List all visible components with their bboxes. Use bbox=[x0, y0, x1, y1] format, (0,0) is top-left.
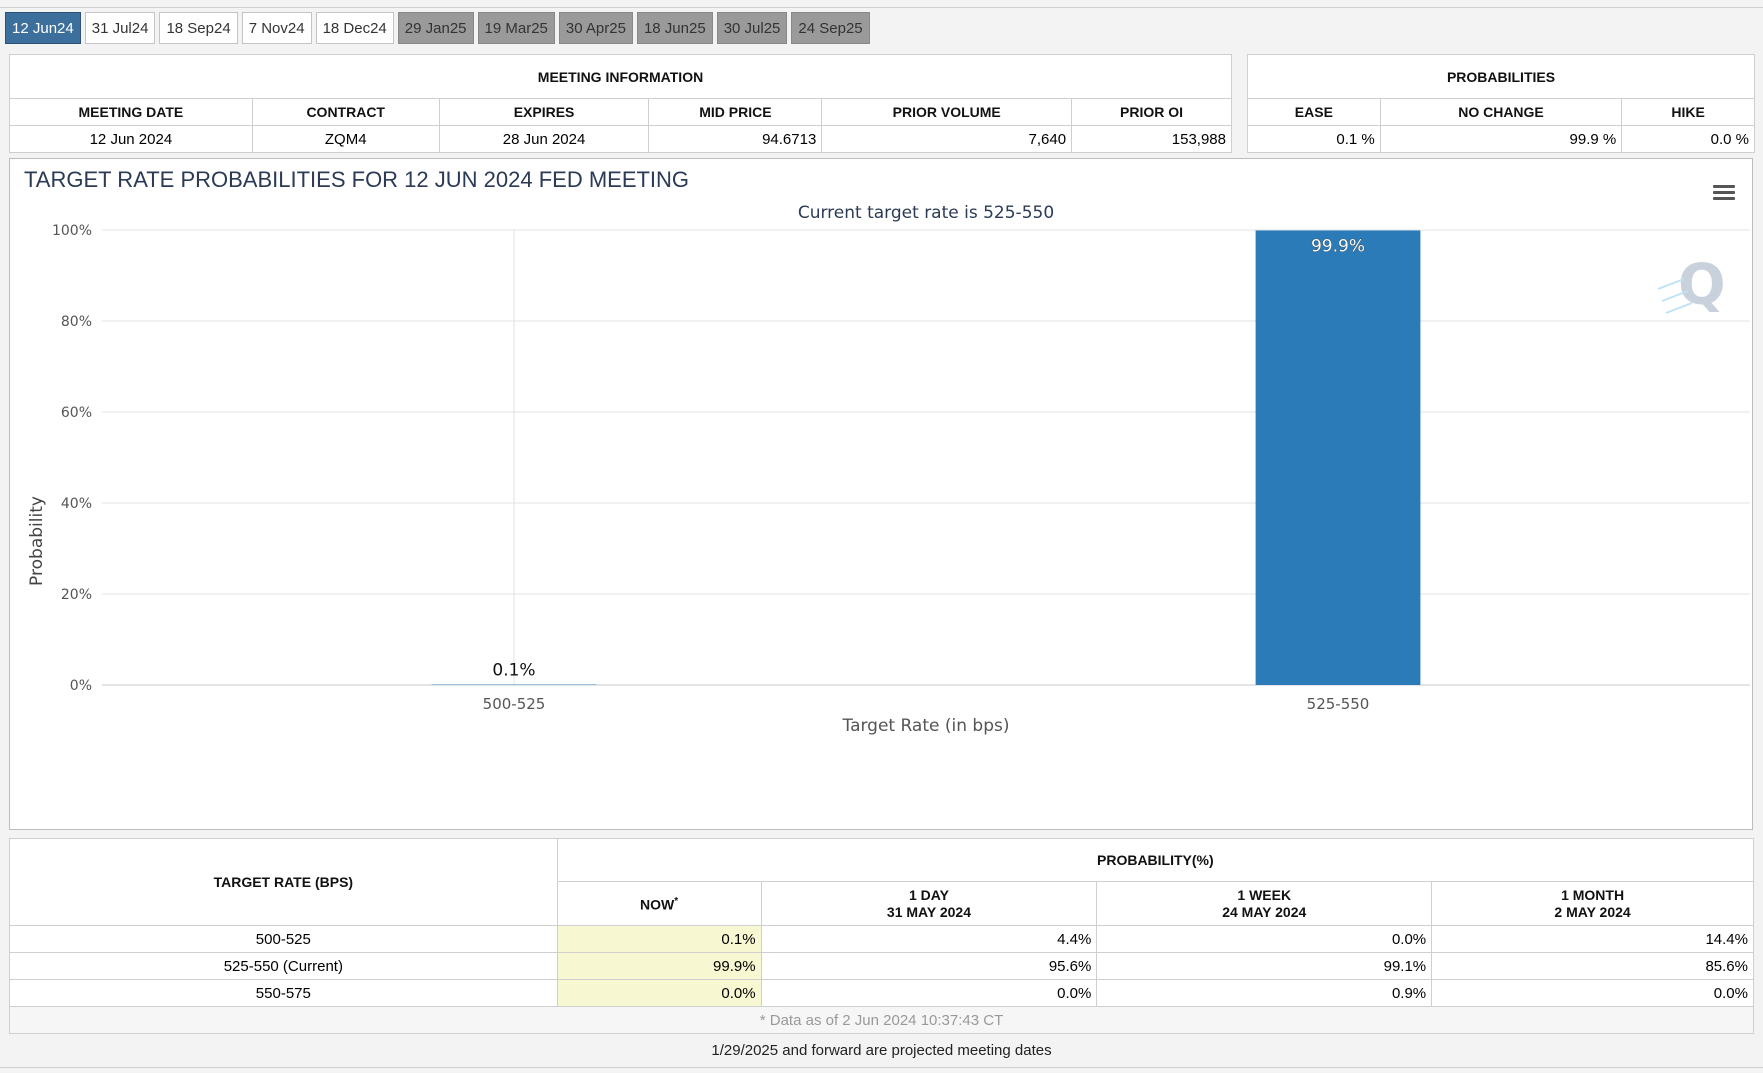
y-tick-label: 100% bbox=[52, 223, 92, 239]
data-timestamp-note: * Data as of 2 Jun 2024 10:37:43 CT bbox=[9, 1006, 1754, 1034]
table-row: 0.1 % 99.9 % 0.0 % bbox=[1247, 125, 1755, 153]
tab-meeting-date[interactable]: 30 Jul25 bbox=[716, 12, 788, 44]
chart-title: TARGET RATE PROBABILITIES FOR 12 JUN 202… bbox=[24, 167, 689, 192]
tab-meeting-date[interactable]: 31 Jul24 bbox=[84, 12, 156, 44]
y-axis-label: Probability bbox=[27, 496, 47, 586]
column-header-1-week: 1 WEEK 24 MAY 2024 bbox=[1096, 881, 1433, 926]
tab-meeting-date[interactable]: 7 Nov24 bbox=[241, 12, 312, 44]
data-label: 99.9% bbox=[1311, 236, 1365, 256]
probabilities-table: PROBABILITIES EASE NO CHANGE HIKE 0.1 % … bbox=[1247, 54, 1755, 153]
prior-oi-value: 153,988 bbox=[1071, 125, 1232, 153]
probability-cell: 14.4% bbox=[1431, 925, 1754, 953]
top-divider bbox=[0, 7, 1763, 8]
probability-cell: 95.6% bbox=[760, 952, 1098, 980]
probability-cell: 0.0% bbox=[1096, 925, 1433, 953]
target-rate-header: TARGET RATE (BPS) bbox=[9, 838, 558, 926]
projected-dates-note: 1/29/2025 and forward are projected meet… bbox=[711, 1042, 1052, 1059]
target-rate-cell: 550-575 bbox=[9, 979, 558, 1007]
column-header-1-day: 1 DAY 31 MAY 2024 bbox=[760, 881, 1098, 926]
target-rate-probability-table: TARGET RATE (BPS) PROBABILITY(%) NOW* 1 … bbox=[9, 838, 1755, 1034]
plot-area: 0% 20% 40% 60% 80% 100% 0.1% 500-525 99.9% 525-55… bbox=[52, 223, 1750, 713]
watermark-text: Q bbox=[1678, 253, 1726, 318]
probability-cell: 0.0% bbox=[1431, 979, 1754, 1007]
contract-value: ZQM4 bbox=[251, 125, 440, 153]
table-row: 550-575 0.0% 0.0% 0.9% 0.0% bbox=[9, 979, 1754, 1007]
column-header: CONTRACT bbox=[251, 98, 440, 126]
tab-meeting-date[interactable]: 29 Jan25 bbox=[397, 12, 474, 44]
x-tick-label: 500-525 bbox=[483, 695, 546, 713]
probability-cell: 99.9% bbox=[556, 952, 762, 980]
table-row: 12 Jun 2024 ZQM4 28 Jun 2024 94.6713 7,6… bbox=[9, 125, 1232, 153]
tab-meeting-date[interactable]: 18 Jun25 bbox=[636, 12, 713, 44]
tab-meeting-date[interactable]: 30 Apr25 bbox=[558, 12, 633, 44]
column-header: HIKE bbox=[1621, 98, 1755, 126]
data-label: 0.1% bbox=[492, 661, 535, 681]
probability-cell: 85.6% bbox=[1431, 952, 1754, 980]
prior-volume-value: 7,640 bbox=[821, 125, 1073, 153]
expires-value: 28 Jun 2024 bbox=[438, 125, 650, 153]
x-tick-label: 525-550 bbox=[1307, 695, 1370, 713]
column-header: MID PRICE bbox=[648, 98, 823, 126]
bar bbox=[1255, 230, 1421, 685]
no-change-value: 99.9 % bbox=[1379, 125, 1623, 153]
probability-cell: 99.1% bbox=[1096, 952, 1433, 980]
hamburger-menu-icon[interactable] bbox=[1712, 182, 1736, 204]
probability-cell: 0.0% bbox=[760, 979, 1098, 1007]
meeting-information-table: MEETING INFORMATION MEETING DATE CONTRAC… bbox=[9, 54, 1232, 153]
table-row: 500-525 0.1% 4.4% 0.0% 14.4% bbox=[9, 925, 1754, 953]
column-header-1-month: 1 MONTH 2 MAY 2024 bbox=[1431, 881, 1754, 926]
tab-meeting-date[interactable]: 24 Sep25 bbox=[791, 12, 870, 44]
y-tick-label: 20% bbox=[61, 587, 92, 603]
chart-subtitle: Current target rate is 525-550 bbox=[798, 203, 1054, 223]
y-tick-label: 0% bbox=[70, 678, 92, 694]
bottom-divider bbox=[0, 1067, 1763, 1068]
column-header: PRIOR VOLUME bbox=[821, 98, 1073, 126]
column-header: EASE bbox=[1247, 98, 1381, 126]
tab-meeting-date[interactable]: 18 Dec24 bbox=[315, 12, 394, 44]
ease-value: 0.1 % bbox=[1247, 125, 1381, 153]
meeting-date-value: 12 Jun 2024 bbox=[9, 125, 253, 153]
probability-cell: 0.9% bbox=[1096, 979, 1433, 1007]
meeting-information-title: MEETING INFORMATION bbox=[9, 54, 1232, 99]
y-tick-label: 40% bbox=[61, 496, 92, 512]
chart-svg: TARGET RATE PROBABILITIES FOR 12 JUN 202… bbox=[24, 167, 1750, 736]
probability-cell: 4.4% bbox=[760, 925, 1098, 953]
table-row: 525-550 (Current) 99.9% 95.6% 99.1% 85.6… bbox=[9, 952, 1754, 980]
column-header: NO CHANGE bbox=[1379, 98, 1623, 126]
probability-header: PROBABILITY(%) bbox=[556, 838, 1755, 882]
tab-meeting-date[interactable]: 19 Mar25 bbox=[477, 12, 555, 44]
column-header: EXPIRES bbox=[438, 98, 650, 126]
probability-cell: 0.1% bbox=[556, 925, 762, 953]
column-header: MEETING DATE bbox=[9, 98, 253, 126]
target-rate-chart: TARGET RATE PROBABILITIES FOR 12 JUN 202… bbox=[9, 158, 1753, 830]
column-header-now: NOW* bbox=[556, 881, 762, 926]
probabilities-title: PROBABILITIES bbox=[1247, 54, 1755, 99]
hike-value: 0.0 % bbox=[1621, 125, 1755, 153]
watermark-logo: Q bbox=[1657, 253, 1726, 318]
tab-meeting-date[interactable]: 18 Sep24 bbox=[159, 12, 238, 44]
mid-price-value: 94.6713 bbox=[648, 125, 823, 153]
x-axis-label: Target Rate (in bps) bbox=[842, 716, 1010, 736]
target-rate-cell: 500-525 bbox=[9, 925, 558, 953]
meeting-date-tabs: 12 Jun24 31 Jul24 18 Sep24 7 Nov24 18 De… bbox=[5, 12, 870, 46]
y-tick-label: 60% bbox=[61, 405, 92, 421]
probability-cell: 0.0% bbox=[556, 979, 762, 1007]
tab-meeting-date[interactable]: 12 Jun24 bbox=[5, 12, 81, 44]
column-header: PRIOR OI bbox=[1071, 98, 1232, 126]
y-tick-label: 80% bbox=[61, 314, 92, 330]
target-rate-cell: 525-550 (Current) bbox=[9, 952, 558, 980]
